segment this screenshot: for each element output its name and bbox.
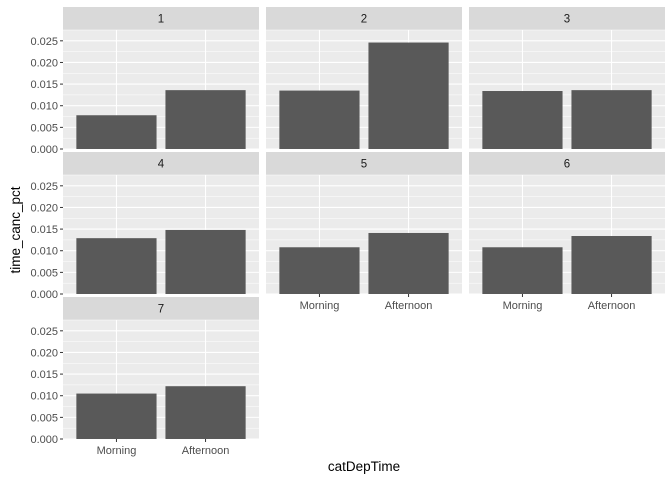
bar-afternoon [571, 236, 652, 294]
facet-strip-label: 7 [158, 304, 164, 316]
bar-morning [482, 91, 563, 149]
y-tick-label: 0.010 [30, 391, 58, 403]
x-tick-label: Morning [300, 300, 340, 312]
y-tick-label: 0.025 [30, 326, 58, 338]
x-tick-label: Afternoon [588, 300, 636, 312]
y-tick-label: 0.015 [30, 369, 58, 381]
y-tick-label: 0.020 [30, 202, 58, 214]
y-axis-title: time_canc_pct [8, 186, 23, 273]
x-tick-label: Afternoon [385, 300, 433, 312]
bar-morning [76, 115, 157, 149]
y-tick-label: 0.005 [30, 122, 58, 134]
facet-strip-label: 5 [361, 159, 367, 171]
facet-strip-label: 6 [564, 159, 570, 171]
facet-strip-label: 3 [564, 14, 570, 26]
y-tick-label: 0.005 [30, 267, 58, 279]
y-tick-label: 0.005 [30, 412, 58, 424]
facet-strip [266, 152, 462, 175]
bar-morning [76, 238, 157, 294]
bar-afternoon [368, 42, 449, 150]
facet-strip [469, 7, 665, 30]
bar-afternoon [165, 386, 246, 439]
facet-strip [469, 152, 665, 175]
y-tick-label: 0.010 [30, 246, 58, 258]
y-tick-label: 0.020 [30, 57, 58, 69]
y-tick-label: 0.000 [30, 434, 58, 446]
facet-strip-label: 2 [361, 14, 367, 26]
bar-afternoon [368, 232, 449, 294]
facet-strip [63, 297, 259, 320]
bar-afternoon [165, 90, 246, 149]
facet-strip-label: 4 [158, 159, 165, 171]
y-tick-label: 0.020 [30, 347, 58, 359]
bar-afternoon [571, 90, 652, 149]
y-tick-label: 0.025 [30, 36, 58, 48]
bar-morning [279, 90, 360, 149]
x-tick-label: Afternoon [182, 445, 230, 457]
facet-strip-label: 1 [158, 14, 164, 26]
y-tick-label: 0.015 [30, 224, 58, 236]
bar-afternoon [165, 229, 246, 294]
x-tick-label: Morning [97, 445, 137, 457]
y-tick-label: 0.010 [30, 101, 58, 113]
y-tick-label: 0.025 [30, 181, 58, 193]
facet-strip [63, 7, 259, 30]
bar-morning [482, 247, 563, 294]
facet-strip [63, 152, 259, 175]
bar-morning [76, 393, 157, 439]
y-tick-label: 0.000 [30, 144, 58, 156]
y-tick-label: 0.015 [30, 79, 58, 91]
facet-strip [266, 7, 462, 30]
x-axis-title: catDepTime [328, 459, 400, 474]
bar-morning [279, 247, 360, 294]
x-tick-label: Morning [503, 300, 543, 312]
y-tick-label: 0.000 [30, 289, 58, 301]
